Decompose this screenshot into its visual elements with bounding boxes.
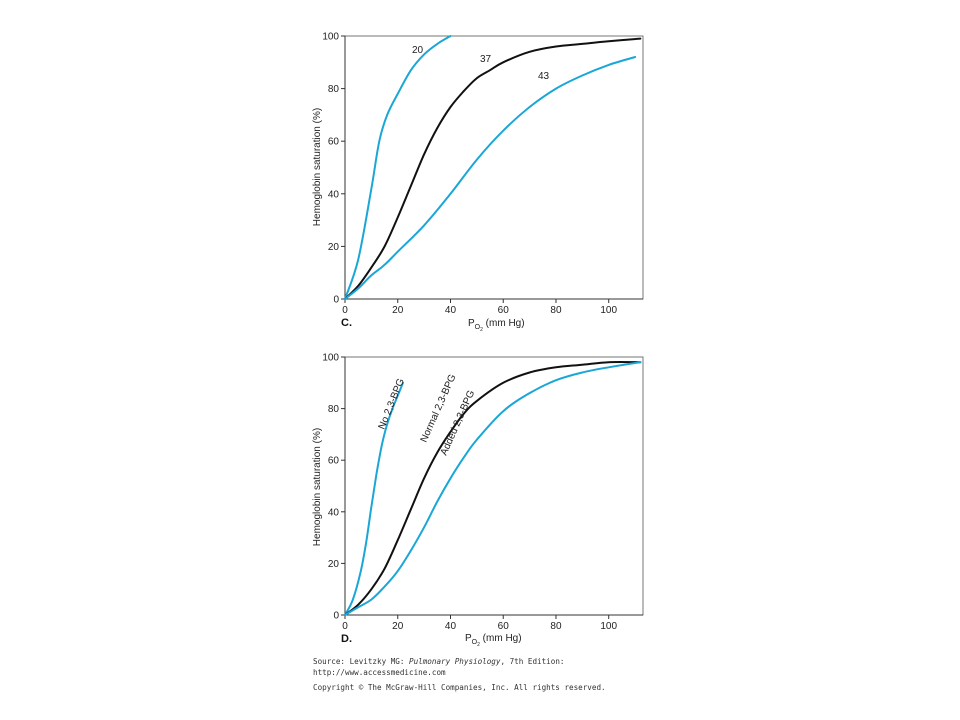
series-line-20 [344, 35, 452, 300]
x-tick-label: 20 [392, 621, 404, 632]
x-tick-label: 40 [445, 621, 457, 632]
x-tick-label: 60 [498, 305, 510, 316]
series-line-no-2-3-bpg [344, 381, 404, 616]
source-citation: Source: Levitzky MG: Pulmonary Physiolog… [313, 657, 713, 694]
x-tick-label: 80 [550, 305, 562, 316]
x-tick-label: 20 [392, 305, 404, 316]
y-tick-label: 0 [333, 295, 339, 306]
x-tick-label: 100 [600, 621, 617, 632]
y-tick-label: 100 [322, 353, 339, 364]
source-book-title: Pulmonary Physiology [409, 657, 501, 666]
x-tick-label: 40 [445, 305, 457, 316]
series-label-20: 20 [412, 45, 424, 56]
source-line: Source: Levitzky MG: Pulmonary Physiolog… [313, 657, 713, 668]
x-tick-label: 80 [550, 621, 562, 632]
chart-panel-c: 0 20 40 60 80 100 0 20 40 60 80 100 20 37 43 C. PO2 (mm … [312, 32, 644, 333]
series-line-43 [344, 56, 637, 300]
source-prefix: Source: Levitzky MG: [313, 657, 410, 666]
y-tick-label: 60 [328, 456, 340, 467]
source-url[interactable]: http://www.accessmedicine.com [313, 667, 446, 677]
y-tick-label: 100 [322, 32, 339, 43]
y-tick-label: 0 [333, 611, 339, 622]
panel-label: C. [341, 317, 352, 329]
y-tick-label: 20 [328, 559, 340, 570]
x-tick-label: 100 [600, 305, 617, 316]
y-axis-title: Hemoglobin saturation (%) [312, 428, 323, 546]
panel-label: D. [341, 633, 352, 645]
x-tick-label: 60 [498, 621, 510, 632]
series-line-added-2-3-bpg [344, 361, 642, 616]
x-tick-label: 0 [342, 305, 348, 316]
y-tick-label: 80 [328, 84, 340, 95]
series-label-37: 37 [480, 54, 492, 65]
x-tick-label: 0 [342, 621, 348, 632]
y-tick-label: 80 [328, 404, 340, 415]
series-label-43: 43 [538, 71, 550, 82]
y-axis-title: Hemoglobin saturation (%) [312, 108, 323, 226]
y-tick-label: 40 [328, 189, 340, 200]
y-tick-label: 40 [328, 507, 340, 518]
y-tick-label: 60 [328, 137, 340, 148]
x-axis-title: PO2 (mm Hg) [468, 318, 525, 333]
series-label-no-2-3-bpg: No 2,3-BPG [377, 377, 407, 431]
series-line-37 [344, 37, 642, 300]
x-axis-title: PO2 (mm Hg) [465, 633, 522, 648]
copyright-notice: Copyright © The McGraw-Hill Companies, I… [313, 683, 606, 692]
source-suffix: , 7th Edition: [500, 657, 565, 666]
y-tick-label: 20 [328, 242, 340, 253]
series-line-normal-2-3-bpg [344, 360, 642, 616]
